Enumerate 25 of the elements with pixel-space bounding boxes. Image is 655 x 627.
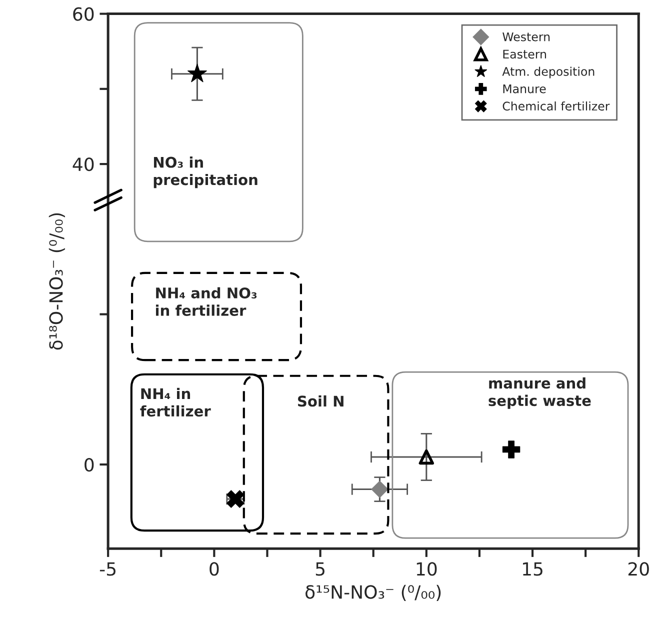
x-tick-label: 0 <box>210 562 219 576</box>
annotation: NH₄ and NO₃ in fertilizer <box>156 287 257 316</box>
point <box>188 64 207 82</box>
point <box>418 449 434 465</box>
x-axis-title: δ¹⁵N-NO₃⁻ (⁰/₀₀) <box>306 584 441 601</box>
x-tick-label: 10 <box>416 562 437 576</box>
y-tick-label: 0 <box>84 458 94 472</box>
y-tick-label: 40 <box>72 157 94 172</box>
point <box>371 480 388 498</box>
annotation: NO₃ in precipitation <box>154 156 258 188</box>
legend-label: Chemical fertilizer <box>502 101 610 111</box>
point <box>502 440 520 458</box>
x-tick-label: -5 <box>100 562 116 576</box>
annotation: Soil N <box>298 395 344 407</box>
x-tick-label: 20 <box>628 562 649 576</box>
y-axis-title: δ¹⁸O-NO₃⁻ (⁰/₀₀) <box>48 213 65 350</box>
legend-label: Eastern <box>503 50 546 59</box>
legend-label: Atm. deposition <box>502 66 594 78</box>
x-tick-label: 5 <box>316 562 324 576</box>
legend-label: Manure <box>503 84 546 94</box>
legend-label: Western <box>502 32 550 42</box>
y-tick-label: 60 <box>73 7 94 21</box>
x-tick-label: 15 <box>523 562 542 576</box>
annotation: manure and septic waste <box>488 377 591 409</box>
annotation: NH₄ in fertilizer <box>140 388 211 417</box>
